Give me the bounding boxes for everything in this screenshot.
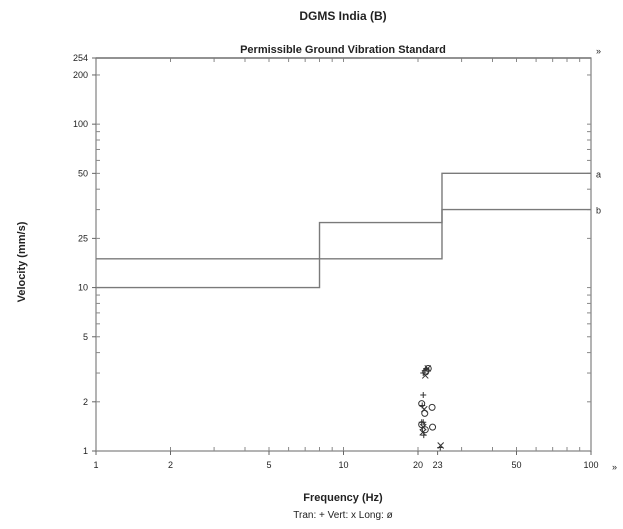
long-point [418, 400, 426, 408]
y-axis-label: Velocity (mm/s) [16, 221, 28, 302]
long-point [428, 403, 436, 411]
tran-point [420, 392, 427, 399]
y-tick-label: 254 [73, 53, 88, 63]
chart-title: DGMS India (B) [299, 9, 386, 23]
y-tick-label: 200 [73, 70, 88, 80]
x-tick-label: 5 [266, 460, 271, 470]
x-axis-end-marker: » [612, 462, 617, 472]
y-tick-label: 1 [83, 446, 88, 456]
y-tick-label: 10 [78, 283, 88, 293]
y-tick-label: 5 [83, 332, 88, 342]
x-tick-label: 1 [93, 460, 98, 470]
x-tick-label: 100 [583, 460, 598, 470]
y-tick-label: 2 [83, 397, 88, 407]
long-point [422, 368, 430, 376]
limit-lines: ab [96, 57, 601, 289]
long-point [429, 423, 437, 431]
y-tick-label: 25 [78, 233, 88, 243]
vert-point [419, 429, 427, 436]
limit-line-label-b: b [596, 206, 601, 216]
y-tick-label: 50 [78, 168, 88, 178]
limit-line-b [96, 208, 591, 289]
axis-ticks [92, 57, 592, 455]
vert-point [437, 442, 445, 449]
x-tick-label: 20 [413, 460, 423, 470]
limit-line-label-a: a [596, 169, 601, 179]
data-points [418, 364, 445, 451]
x-tick-label: 23 [433, 460, 443, 470]
chart-subtitle: Permissible Ground Vibration Standard [240, 44, 446, 56]
x-tick-label: 10 [338, 460, 348, 470]
long-point [421, 409, 429, 417]
y-axis-end-marker: » [596, 46, 601, 56]
x-axis-label: Frequency (Hz) [303, 492, 383, 504]
long-point [418, 421, 426, 429]
y-tick-label: 100 [73, 119, 88, 129]
long-point [421, 426, 429, 434]
x-tick-label: 50 [511, 460, 521, 470]
marker-legend: Tran: + Vert: x Long: ø [293, 510, 392, 521]
plot-frame [95, 57, 592, 452]
limit-line-a [96, 172, 591, 260]
x-tick-label: 2 [168, 460, 173, 470]
